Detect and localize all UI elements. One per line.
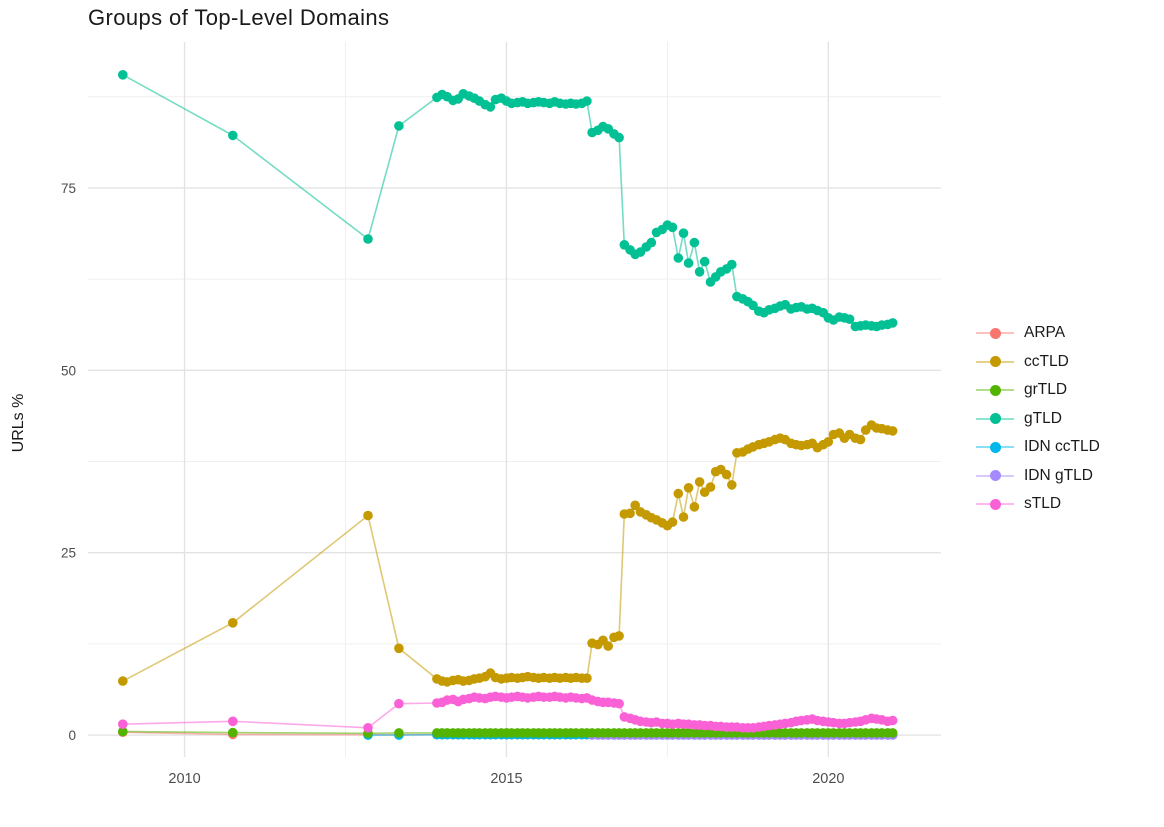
legend-item-stld: sTLD: [976, 490, 1100, 519]
series-line-cctld: [122, 424, 893, 683]
legend-key-icon: [976, 412, 1014, 426]
x-tick-label: 2015: [490, 771, 522, 787]
legend-item-idn-gtld: IDN gTLD: [976, 462, 1100, 491]
gridlines-major: [88, 42, 941, 757]
legend-key-icon: [976, 383, 1014, 397]
x-tick-label: 2010: [168, 771, 200, 787]
series-points-cctld: [118, 420, 898, 687]
legend-item-grtld: grTLD: [976, 376, 1100, 405]
legend-key-icon: [976, 326, 1014, 340]
y-tick-label: 75: [61, 181, 76, 196]
series-points-gtld: [118, 70, 898, 332]
series-points: [118, 70, 898, 740]
legend-item-label: ccTLD: [1024, 352, 1069, 370]
legend-item-label: grTLD: [1024, 381, 1068, 399]
legend-item-cctld: ccTLD: [976, 348, 1100, 377]
y-tick-label: 25: [61, 546, 76, 561]
series-points-stld: [118, 691, 898, 733]
series-line-gtld: [122, 74, 893, 328]
gridlines-minor: [88, 42, 941, 757]
x-tick-label: 2020: [812, 771, 844, 787]
y-tick-label: 0: [68, 728, 76, 743]
legend-item-label: gTLD: [1024, 409, 1062, 427]
legend-item-label: ARPA: [1024, 324, 1066, 342]
legend-item-idn-cctld: IDN ccTLD: [976, 433, 1100, 462]
legend-key-icon: [976, 497, 1014, 511]
chart-title: Groups of Top-Level Domains: [88, 5, 390, 30]
legend-item-label: IDN ccTLD: [1024, 438, 1100, 456]
axis-tick-labels: 0 25 50 75 2010 2015 2020: [61, 181, 845, 787]
legend-item-arpa: ARPA: [976, 319, 1100, 348]
series-lines: [122, 74, 893, 736]
legend-item-label: sTLD: [1024, 495, 1062, 513]
legend-key-icon: [976, 469, 1014, 483]
legend: ARPA ccTLD grTLD gTLD IDN ccTLD IDN gTLD sTLD: [976, 319, 1100, 519]
legend-item-label: IDN gTLD: [1024, 466, 1093, 484]
legend-key-icon: [976, 440, 1014, 454]
legend-item-gtld: gTLD: [976, 405, 1100, 434]
y-tick-label: 50: [61, 363, 76, 378]
legend-key-icon: [976, 355, 1014, 369]
